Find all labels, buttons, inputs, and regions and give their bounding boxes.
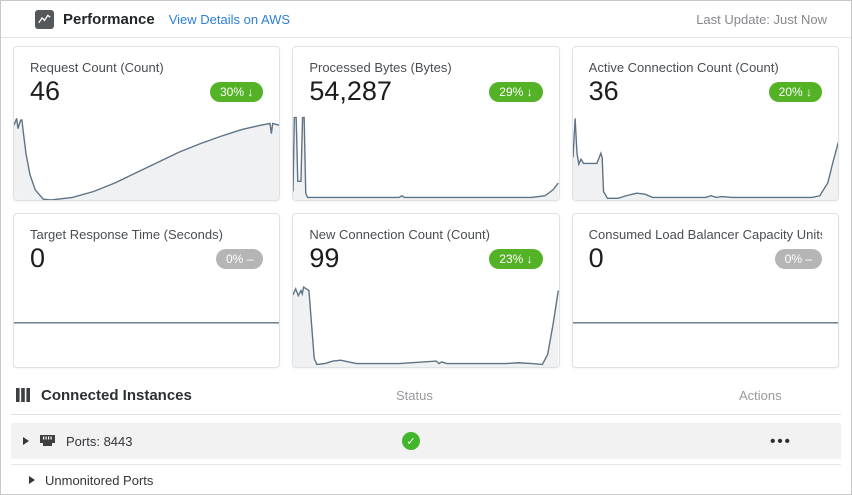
metric-title: Request Count (Count) (30, 60, 164, 75)
page-title: Performance (63, 10, 155, 28)
row-divider (11, 464, 841, 465)
sparkline-chart (14, 115, 280, 200)
expand-arrow-icon[interactable] (29, 476, 35, 484)
status-ok-icon: ✓ (402, 432, 420, 450)
ports-row[interactable]: Ports: 8443 ✓ ••• (11, 423, 841, 459)
trend-badge: 29% ↓ (489, 81, 543, 102)
card-active-connection-count: Active Connection Count (Count) 36 20% ↓ (571, 46, 839, 201)
sparkline-chart (293, 115, 559, 200)
actions-column-header: Actions (739, 387, 782, 403)
metric-value: 36 (588, 76, 619, 106)
header: Performance View Details on AWS Last Upd… (1, 1, 851, 38)
card-processed-bytes: Processed Bytes (Bytes) 54,287 29% ↓ (292, 46, 560, 201)
card-target-response-time: Target Response Time (Seconds) 0 0% – (13, 213, 281, 368)
connected-instances-icon (15, 387, 31, 403)
trend-badge: 30% ↓ (209, 81, 264, 102)
metric-value: 46 (30, 76, 61, 106)
view-details-link[interactable]: View Details on AWS (168, 11, 291, 27)
ports-label: Ports: 8443 (66, 433, 133, 449)
status-column-header: Status (396, 387, 433, 403)
sparkline-chart (14, 282, 279, 367)
port-icon (39, 434, 56, 448)
metric-value: 0 (30, 243, 46, 273)
metric-title: New Connection Count (Count) (309, 227, 490, 242)
trend-badge: 0% – (774, 248, 822, 269)
performance-icon (35, 9, 54, 29)
metric-value: 54,287 (309, 76, 392, 106)
metric-title: Active Connection Count (Count) (588, 60, 779, 75)
trend-badge: 23% ↓ (489, 248, 543, 269)
metric-value: 0 (588, 243, 604, 273)
section-title: Connected Instances (41, 386, 192, 404)
actions-menu-button[interactable]: ••• (770, 432, 792, 450)
card-request-count: Request Count (Count) 46 30% ↓ (13, 46, 281, 201)
last-update-label: Last Update: Just Now (696, 11, 827, 27)
unmonitored-ports-row[interactable]: Unmonitored Ports (11, 465, 841, 494)
sparkline-chart (293, 282, 559, 367)
unmonitored-ports-label: Unmonitored Ports (45, 472, 154, 488)
metric-title: Consumed Load Balancer Capacity Units (C… (588, 227, 822, 242)
connected-instances-header: Connected Instances Status Actions (11, 376, 841, 415)
card-consumed-lb-capacity-units: Consumed Load Balancer Capacity Units (C… (571, 213, 839, 368)
card-new-connection-count: New Connection Count (Count) 99 23% ↓ (292, 213, 560, 368)
metric-title: Target Response Time (Seconds) (30, 227, 223, 242)
sparkline-chart (573, 282, 838, 367)
metric-cards-grid: Request Count (Count) 46 30% ↓ Processed… (1, 38, 851, 368)
expand-arrow-icon[interactable] (23, 437, 29, 445)
metric-value: 99 (309, 243, 340, 273)
sparkline-chart (572, 115, 838, 200)
trend-badge: 0% – (215, 248, 264, 269)
metric-title: Processed Bytes (Bytes) (309, 60, 452, 75)
trend-badge: 20% ↓ (768, 81, 822, 102)
